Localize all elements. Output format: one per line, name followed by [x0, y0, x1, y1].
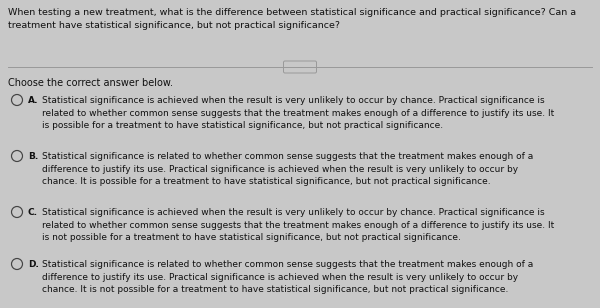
Text: ...: ... — [297, 64, 303, 70]
Text: Statistical significance is related to whether common sense suggests that the tr: Statistical significance is related to w… — [42, 260, 533, 294]
Text: D.: D. — [28, 260, 39, 269]
Text: Statistical significance is achieved when the result is very unlikely to occur b: Statistical significance is achieved whe… — [42, 208, 554, 242]
Text: C.: C. — [28, 208, 38, 217]
Text: B.: B. — [28, 152, 38, 161]
FancyBboxPatch shape — [284, 61, 317, 73]
Text: Statistical significance is related to whether common sense suggests that the tr: Statistical significance is related to w… — [42, 152, 533, 186]
Text: Statistical significance is achieved when the result is very unlikely to occur b: Statistical significance is achieved whe… — [42, 96, 554, 130]
Text: When testing a new treatment, what is the difference between statistical signifi: When testing a new treatment, what is th… — [8, 8, 576, 30]
Text: A.: A. — [28, 96, 38, 105]
Text: Choose the correct answer below.: Choose the correct answer below. — [8, 78, 173, 88]
